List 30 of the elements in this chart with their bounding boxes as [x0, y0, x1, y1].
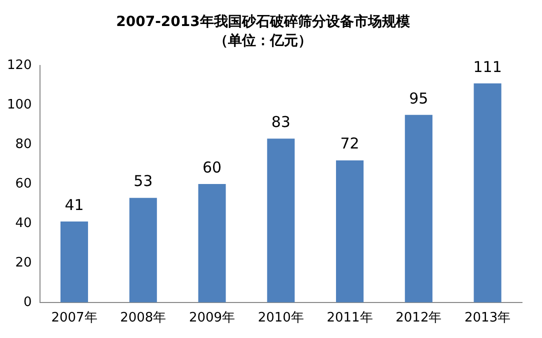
data-label: 53 — [134, 172, 153, 190]
data-label: 83 — [271, 113, 290, 132]
y-tick-label: 20 — [15, 255, 32, 270]
x-tick-label: 2007年 — [51, 310, 98, 326]
x-tick-label: 2008年 — [120, 310, 166, 326]
chart-title: 2007-2013年我国砂石破碎筛分设备市场规模 — [116, 13, 411, 30]
y-tick-label: 40 — [15, 216, 32, 231]
chart-subtitle: （单位：亿元） — [214, 32, 312, 49]
x-tick-label: 2012年 — [396, 310, 442, 326]
bar — [404, 114, 432, 302]
bar — [474, 83, 502, 302]
x-tick-label: 2013年 — [464, 310, 511, 326]
x-tick-label: 2010年 — [258, 310, 304, 326]
y-tick-label: 60 — [15, 176, 32, 192]
x-tick-label: 2011年 — [326, 310, 373, 326]
data-label: 95 — [409, 89, 428, 108]
data-label: 41 — [64, 196, 84, 214]
y-tick-label: 100 — [6, 97, 32, 112]
bar — [336, 160, 364, 302]
y-tick-label: 120 — [6, 58, 32, 73]
data-label: 111 — [473, 58, 502, 76]
x-tick-label: 2009年 — [188, 310, 236, 326]
bar — [60, 221, 88, 302]
bar — [129, 198, 157, 302]
y-tick-label: 80 — [15, 136, 32, 152]
bar — [198, 184, 226, 302]
data-label: 72 — [340, 134, 360, 153]
data-label: 60 — [202, 158, 222, 176]
bar — [267, 138, 295, 302]
y-tick-label: 0 — [24, 294, 32, 310]
